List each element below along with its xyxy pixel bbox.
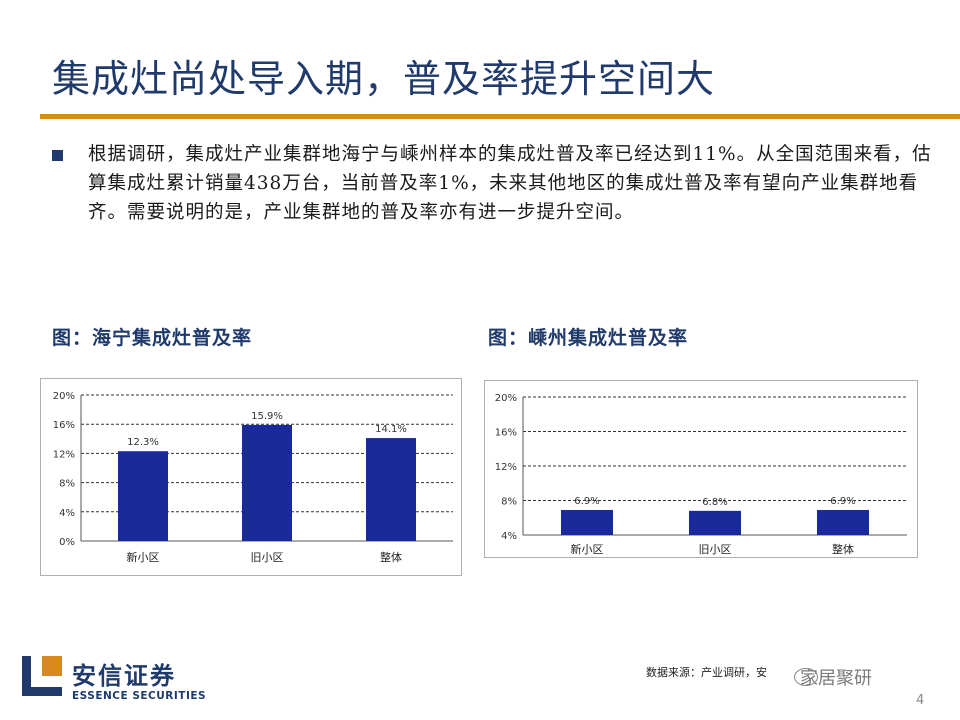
- bar: [366, 438, 416, 541]
- category-label: 新小区: [127, 550, 160, 564]
- chart-shengzhou: 4% 8% 12% 16% 20% 6.9% 新小区 6.8% 旧小区 6.9% 整体: [484, 380, 918, 558]
- y-tick-label: 8%: [59, 479, 75, 490]
- y-tick-label: 8%: [501, 497, 517, 508]
- logo-name-en: ESSENCE SECURITIES: [72, 690, 207, 702]
- wechat-icon: [794, 668, 818, 686]
- chart-haining-svg: 0% 4% 8% 12% 16% 20% 12.3% 新小区 15.9% 旧小区 14.1% 整体: [53, 391, 453, 564]
- bar-value-label: 12.3%: [127, 437, 159, 448]
- y-tick-label: 12%: [495, 462, 517, 473]
- bar-value-label: 6.9%: [574, 496, 599, 507]
- bar-value-label: 6.8%: [702, 497, 727, 508]
- y-tick-label: 4%: [59, 508, 75, 519]
- watermark-text: 家居聚研: [800, 668, 872, 689]
- y-tick-label: 0%: [59, 537, 75, 548]
- category-label: 整体: [380, 550, 402, 564]
- title-divider: [40, 114, 960, 119]
- chart-haining: 0% 4% 8% 12% 16% 20% 12.3% 新小区 15.9% 旧小区 14.1% 整体: [40, 378, 462, 576]
- y-tick-label: 20%: [495, 393, 517, 404]
- category-label: 新小区: [571, 542, 604, 556]
- bar: [817, 509, 869, 535]
- bullet-marker: [52, 150, 63, 161]
- summary-paragraph: 根据调研，集成灶产业集群地海宁与嵊州样本的集成灶普及率已经达到11%。从全国范围…: [88, 144, 932, 223]
- category-label: 旧小区: [251, 551, 284, 564]
- page-number: 4: [916, 693, 925, 708]
- y-tick-label: 16%: [53, 420, 75, 431]
- figure-caption-haining: 图：海宁集成灶普及率: [52, 327, 253, 349]
- essence-logo-icon: [22, 656, 62, 696]
- bar-value-label: 6.9%: [830, 496, 855, 507]
- bar: [118, 451, 168, 541]
- logo-name-cn: 安信证券: [72, 662, 176, 690]
- y-tick-label: 12%: [53, 449, 75, 460]
- bar: [242, 424, 292, 541]
- chart-shengzhou-svg: 4% 8% 12% 16% 20% 6.9% 新小区 6.8% 旧小区 6.9% 整体: [495, 393, 907, 556]
- data-source-note: 数据来源：产业调研，安: [646, 666, 767, 679]
- y-tick-label: 4%: [501, 531, 517, 542]
- bar-value-label: 15.9%: [251, 411, 283, 422]
- category-label: 旧小区: [699, 543, 732, 556]
- slide-title: 集成灶尚处导入期，普及率提升空间大: [52, 57, 716, 101]
- bar: [561, 509, 613, 535]
- y-tick-label: 20%: [53, 391, 75, 402]
- y-tick-label: 16%: [495, 428, 517, 439]
- figure-caption-shengzhou: 图：嵊州集成灶普及率: [488, 327, 689, 349]
- bar-value-label: 14.1%: [375, 424, 407, 435]
- category-label: 整体: [832, 542, 854, 556]
- bar: [689, 510, 741, 535]
